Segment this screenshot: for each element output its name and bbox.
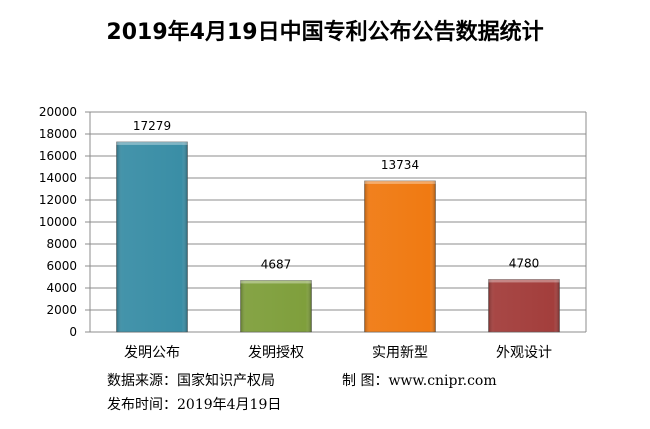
y-tick-label: 4000 (46, 281, 77, 295)
bar-shading (489, 279, 560, 332)
x-tick-label: 外观设计 (496, 345, 552, 361)
y-tick-label: 0 (69, 325, 77, 339)
bar-highlight (489, 279, 560, 282)
data-label: 13734 (381, 158, 419, 172)
y-tick-label: 2000 (46, 303, 77, 317)
bar-shading (241, 280, 312, 332)
y-tick-label: 20000 (39, 105, 77, 119)
x-tick-label: 发明公布 (124, 345, 180, 361)
data-label: 4687 (261, 257, 292, 271)
data-label: 4780 (509, 256, 540, 270)
data-source: 数据来源：国家知识产权局 (107, 370, 275, 390)
bar-highlight (117, 142, 188, 145)
chart-maker: 制 图：www.cnipr.com (342, 370, 497, 390)
publish-date: 发布时间：2019年4月19日 (107, 394, 281, 414)
y-tick-label: 18000 (39, 127, 77, 141)
y-tick-label: 16000 (39, 149, 77, 163)
y-tick-label: 8000 (46, 237, 77, 251)
bar-highlight (365, 181, 436, 184)
bar-highlight (241, 280, 312, 283)
x-tick-label: 发明授权 (248, 345, 304, 361)
data-label: 17279 (133, 119, 171, 133)
bar-shading (365, 181, 436, 332)
y-tick-label: 12000 (39, 193, 77, 207)
y-tick-label: 10000 (39, 215, 77, 229)
y-tick-label: 6000 (46, 259, 77, 273)
bar-shading (117, 142, 188, 332)
x-tick-label: 实用新型 (372, 345, 428, 361)
bar-chart: 0 2000 4000 6000 8000 10000 12000 14000 16000 180… (0, 0, 650, 429)
y-tick-label: 14000 (39, 171, 77, 185)
